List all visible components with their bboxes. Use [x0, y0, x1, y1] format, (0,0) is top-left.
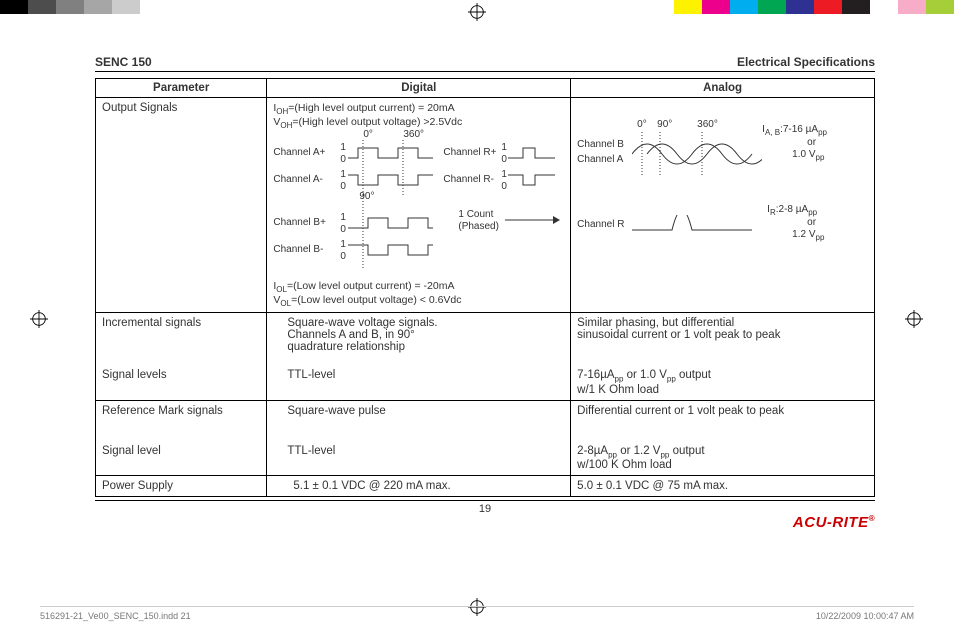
analog-cell: 5.0 ± 0.1 VDC @ 75 mA max.: [571, 475, 875, 496]
analog-cell: Differential current or 1 volt peak to p…: [571, 400, 875, 475]
analog-cell: 0° 90° 360° Channel B Channel A Channel …: [571, 98, 875, 313]
th-parameter: Parameter: [96, 79, 267, 98]
brand-logo: ACU-RITE®: [793, 514, 875, 531]
file-indicator: 516291-21_Ve00_SENC_150.indd 21: [40, 611, 191, 621]
table-row: Power Supply 5.1 ± 0.1 VDC @ 220 mA max.…: [96, 475, 875, 496]
table-header-row: Parameter Digital Analog: [96, 79, 875, 98]
table-row: Output Signals IOH=(High level output cu…: [96, 98, 875, 313]
sine-wave-icon: [632, 132, 762, 177]
digital-cell: 5.1 ± 0.1 VDC @ 220 mA max.: [267, 475, 571, 496]
page-header: SENC 150 Electrical Specifications: [95, 55, 875, 72]
table-row: Reference Mark signals Signal level Squa…: [96, 400, 875, 475]
param-cell: Power Supply: [96, 475, 267, 496]
digital-cell: Square-wave pulse TTL-level: [267, 400, 571, 475]
param-cell: Reference Mark signals Signal level: [96, 400, 267, 475]
th-digital: Digital: [267, 79, 571, 98]
print-footer: 516291-21_Ve00_SENC_150.indd 21 10/22/20…: [40, 606, 914, 621]
square-wave-icon: [508, 140, 563, 190]
th-analog: Analog: [571, 79, 875, 98]
spec-table: Parameter Digital Analog Output Signals …: [95, 78, 875, 497]
timestamp: 10/22/2009 10:00:47 AM: [816, 611, 914, 621]
arrow-icon: [505, 213, 560, 227]
analog-cell: Similar phasing, but differential sinuso…: [571, 313, 875, 400]
page-number: 19: [95, 500, 875, 515]
registration-mark-icon: [468, 3, 486, 21]
digital-cell: IOH=(High level output current) = 20mA V…: [267, 98, 571, 313]
registration-mark-icon: [905, 310, 923, 328]
pulse-wave-icon: [632, 215, 762, 235]
param-cell: Output Signals: [96, 98, 267, 313]
page-content: SENC 150 Electrical Specifications Param…: [95, 55, 875, 497]
product-name: SENC 150: [95, 55, 152, 69]
section-title: Electrical Specifications: [737, 55, 875, 69]
digital-cell: Square-wave voltage signals. Channels A …: [267, 313, 571, 400]
table-row: Incremental signals Signal levels Square…: [96, 313, 875, 400]
square-wave-icon: [348, 140, 443, 270]
registration-mark-icon: [30, 310, 48, 328]
param-cell: Incremental signals Signal levels: [96, 313, 267, 400]
